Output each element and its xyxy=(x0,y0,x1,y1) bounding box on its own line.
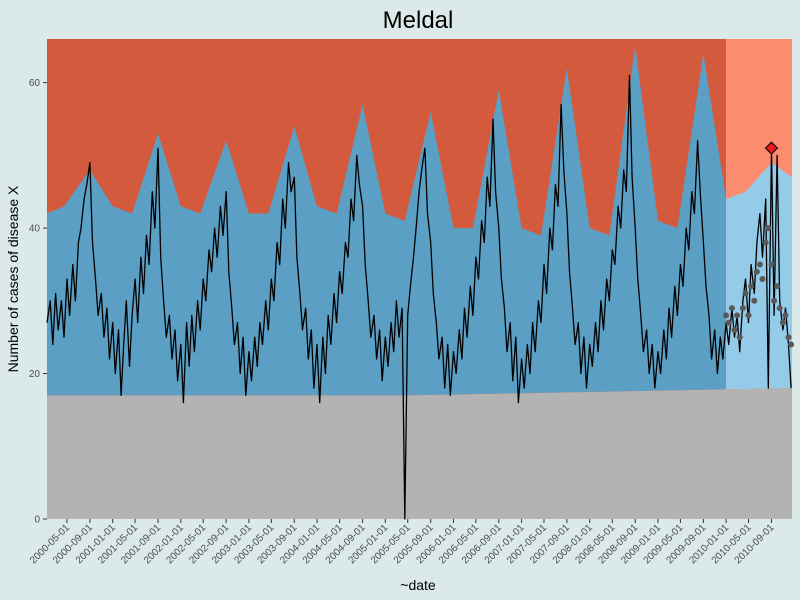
expected-point-6 xyxy=(739,305,746,312)
lower-region-area xyxy=(47,388,792,519)
expected-point-8 xyxy=(745,312,752,319)
normal-band-area xyxy=(47,46,727,396)
x-axis: 2000-05-012000-09-012001-01-012001-05-01… xyxy=(28,519,777,566)
expected-point-3 xyxy=(731,326,738,333)
expected-point-23 xyxy=(788,341,795,348)
expected-point-21 xyxy=(782,312,789,319)
y-axis: 0 20 40 60 xyxy=(29,78,47,526)
expected-point-11 xyxy=(753,268,760,275)
expected-point-2 xyxy=(728,305,735,312)
expected-point-15 xyxy=(765,225,772,232)
expected-point-9 xyxy=(748,283,755,290)
expected-point-13 xyxy=(759,276,766,282)
expected-point-1 xyxy=(725,319,732,326)
observed-series-line-0 xyxy=(46,74,792,520)
expected-point-10 xyxy=(751,297,758,304)
plot-regions xyxy=(47,39,792,519)
y-tick-label-1: 20 xyxy=(29,369,41,380)
x-axis-title: ~date xyxy=(400,577,436,593)
normal-band-highlight-area xyxy=(726,162,792,390)
chart-title: Meldal xyxy=(383,7,454,34)
y-tick-label-0: 0 xyxy=(34,515,40,526)
expected-point-12 xyxy=(756,261,763,268)
expected-points-layer xyxy=(723,225,795,348)
expected-point-0 xyxy=(723,312,730,319)
expected-point-18 xyxy=(774,283,781,290)
series-layer xyxy=(46,74,792,520)
expected-point-20 xyxy=(779,319,786,326)
expected-point-5 xyxy=(736,334,743,341)
alarm-marker-0 xyxy=(764,141,779,155)
expected-point-19 xyxy=(776,305,783,312)
expected-point-16 xyxy=(768,261,775,268)
y-tick-label-3: 60 xyxy=(29,78,41,89)
y-axis-title: Number of cases of disease X xyxy=(5,185,21,372)
y-tick-label-2: 40 xyxy=(29,224,41,235)
alarm-layer xyxy=(764,141,779,155)
expected-point-17 xyxy=(771,297,778,304)
expected-point-14 xyxy=(762,239,769,246)
expected-point-22 xyxy=(785,334,792,341)
expected-point-7 xyxy=(742,290,749,297)
expected-point-4 xyxy=(734,312,741,319)
